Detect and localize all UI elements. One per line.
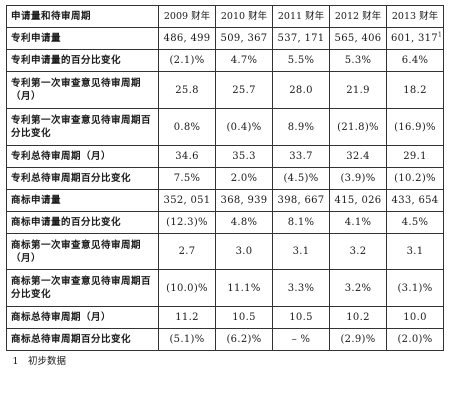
row-label: 商标第一次审查意见待审周期（月） <box>6 233 159 270</box>
cell-value: 5.3% <box>329 49 387 72</box>
table-row: 商标第一次审查意见待审周期（月） 2.7 3.0 3.1 3.2 3.1 <box>6 233 444 270</box>
cell-value: (10.2)% <box>386 167 444 190</box>
cell-value: 3.3% <box>272 269 330 307</box>
cell-value: 8.9% <box>272 108 330 146</box>
cell-value: 34.6 <box>158 145 216 168</box>
cell-value: (2.9)% <box>329 328 387 351</box>
table-row: 商标第一次审查意见待审周期百分比变化 (10.0)% 11.1% 3.3% 3.… <box>6 269 444 307</box>
header-row: 申请量和待审周期 2009 财年 2010 财年 2011 财年 2012 财年… <box>6 5 444 28</box>
cell-value: (0.4)% <box>215 108 273 146</box>
year-header: 2011 财年 <box>272 5 330 28</box>
cell-value: 4.5% <box>386 211 444 234</box>
table-row: 专利总待审周期（月） 34.6 35.3 33.7 32.4 29.1 <box>6 145 444 168</box>
cell-value: 3.2 <box>329 233 387 270</box>
footnote: 1 初步数据 <box>6 350 444 371</box>
cell-value: 415, 026 <box>329 189 387 212</box>
cell-value: (6.2)% <box>215 328 273 351</box>
table-row: 商标申请量的百分比变化 (12.3)% 4.8% 8.1% 4.1% 4.5% <box>6 211 444 234</box>
cell-value: (16.9)% <box>386 108 444 146</box>
cell-value: 28.0 <box>272 71 330 109</box>
cell-value: 398, 667 <box>272 189 330 212</box>
row-label: 专利总待审周期百分比变化 <box>6 167 159 190</box>
row-label: 商标总待审周期（月） <box>6 306 159 329</box>
cell-value: (5.1)% <box>158 328 216 351</box>
cell-value: 4.1% <box>329 211 387 234</box>
cell-value: 2.0% <box>215 167 273 190</box>
cell-value: 3.2% <box>329 269 387 307</box>
pendency-table: 申请量和待审周期 2009 财年 2010 财年 2011 财年 2012 财年… <box>6 5 444 371</box>
cell-value: (4.5)% <box>272 167 330 190</box>
cell-value: 32.4 <box>329 145 387 168</box>
row-label: 专利申请量的百分比变化 <box>6 49 159 72</box>
cell-value: 11.2 <box>158 306 216 329</box>
cell-value: 6.4% <box>386 49 444 72</box>
table-row: 专利申请量的百分比变化 (2.1)% 4.7% 5.5% 5.3% 6.4% <box>6 49 444 72</box>
cell-value: 5.5% <box>272 49 330 72</box>
cell-value: 2.7 <box>158 233 216 270</box>
table-row: 商标总待审周期百分比变化 (5.1)% (6.2)% – % (2.9)% (2… <box>6 328 444 351</box>
year-header: 2010 财年 <box>215 5 273 28</box>
cell-value: 565, 406 <box>329 27 387 50</box>
cell-value: 11.1% <box>215 269 273 307</box>
year-header: 2009 财年 <box>158 5 216 28</box>
row-label: 商标第一次审查意见待审周期百分比变化 <box>6 269 159 307</box>
cell-value: 8.1% <box>272 211 330 234</box>
year-header: 2012 财年 <box>329 5 387 28</box>
footnote-row: 1 初步数据 <box>6 350 444 371</box>
cell-value: 3.1 <box>272 233 330 270</box>
row-label: 商标申请量 <box>6 189 159 212</box>
cell-value: (3.1)% <box>386 269 444 307</box>
cell-value-text: 601, 317 <box>391 33 438 44</box>
table-row: 专利第一次审查意见待审周期（月） 25.8 25.7 28.0 21.9 18.… <box>6 71 444 109</box>
cell-value: 10.5 <box>215 306 273 329</box>
cell-value: 21.9 <box>329 71 387 109</box>
cell-value: 10.5 <box>272 306 330 329</box>
cell-value: 29.1 <box>386 145 444 168</box>
cell-value: (2.1)% <box>158 49 216 72</box>
cell-value: 509, 367 <box>215 27 273 50</box>
cell-value: 33.7 <box>272 145 330 168</box>
row-label: 专利申请量 <box>6 27 159 50</box>
cell-value: 368, 939 <box>215 189 273 212</box>
table-row: 专利第一次审查意见待审周期百分比变化 0.8% (0.4)% 8.9% (21.… <box>6 108 444 146</box>
cell-value: (12.3)% <box>158 211 216 234</box>
cell-value: (3.9)% <box>329 167 387 190</box>
cell-value: 433, 654 <box>386 189 444 212</box>
row-label: 专利总待审周期（月） <box>6 145 159 168</box>
row-label: 商标总待审周期百分比变化 <box>6 328 159 351</box>
cell-value: (2.0)% <box>386 328 444 351</box>
table-row: 商标总待审周期（月） 11.2 10.5 10.5 10.2 10.0 <box>6 306 444 329</box>
cell-value: 0.8% <box>158 108 216 146</box>
cell-value: 4.7% <box>215 49 273 72</box>
table-row: 专利申请量 486, 499 509, 367 537, 171 565, 40… <box>6 27 444 50</box>
cell-value: 35.3 <box>215 145 273 168</box>
cell-value: (10.0)% <box>158 269 216 307</box>
cell-value: 25.7 <box>215 71 273 109</box>
cell-value: 486, 499 <box>158 27 216 50</box>
cell-value: 601, 3171 <box>386 27 444 50</box>
cell-value: 25.8 <box>158 71 216 109</box>
cell-value: 10.0 <box>386 306 444 329</box>
cell-value: (21.8)% <box>329 108 387 146</box>
table-row: 商标申请量 352, 051 368, 939 398, 667 415, 02… <box>6 189 444 212</box>
header-label: 申请量和待审周期 <box>6 5 159 28</box>
cell-value: 352, 051 <box>158 189 216 212</box>
cell-value: 3.0 <box>215 233 273 270</box>
table-row: 专利总待审周期百分比变化 7.5% 2.0% (4.5)% (3.9)% (10… <box>6 167 444 190</box>
cell-value: 3.1 <box>386 233 444 270</box>
cell-value: 537, 171 <box>272 27 330 50</box>
cell-value: 10.2 <box>329 306 387 329</box>
year-header: 2013 财年 <box>386 5 444 28</box>
row-label: 商标申请量的百分比变化 <box>6 211 159 234</box>
row-label: 专利第一次审查意见待审周期（月） <box>6 71 159 109</box>
footnote-marker: 1 <box>437 31 443 39</box>
cell-value: 7.5% <box>158 167 216 190</box>
cell-value: – % <box>272 328 330 351</box>
cell-value: 4.8% <box>215 211 273 234</box>
row-label: 专利第一次审查意见待审周期百分比变化 <box>6 108 159 146</box>
cell-value: 18.2 <box>386 71 444 109</box>
